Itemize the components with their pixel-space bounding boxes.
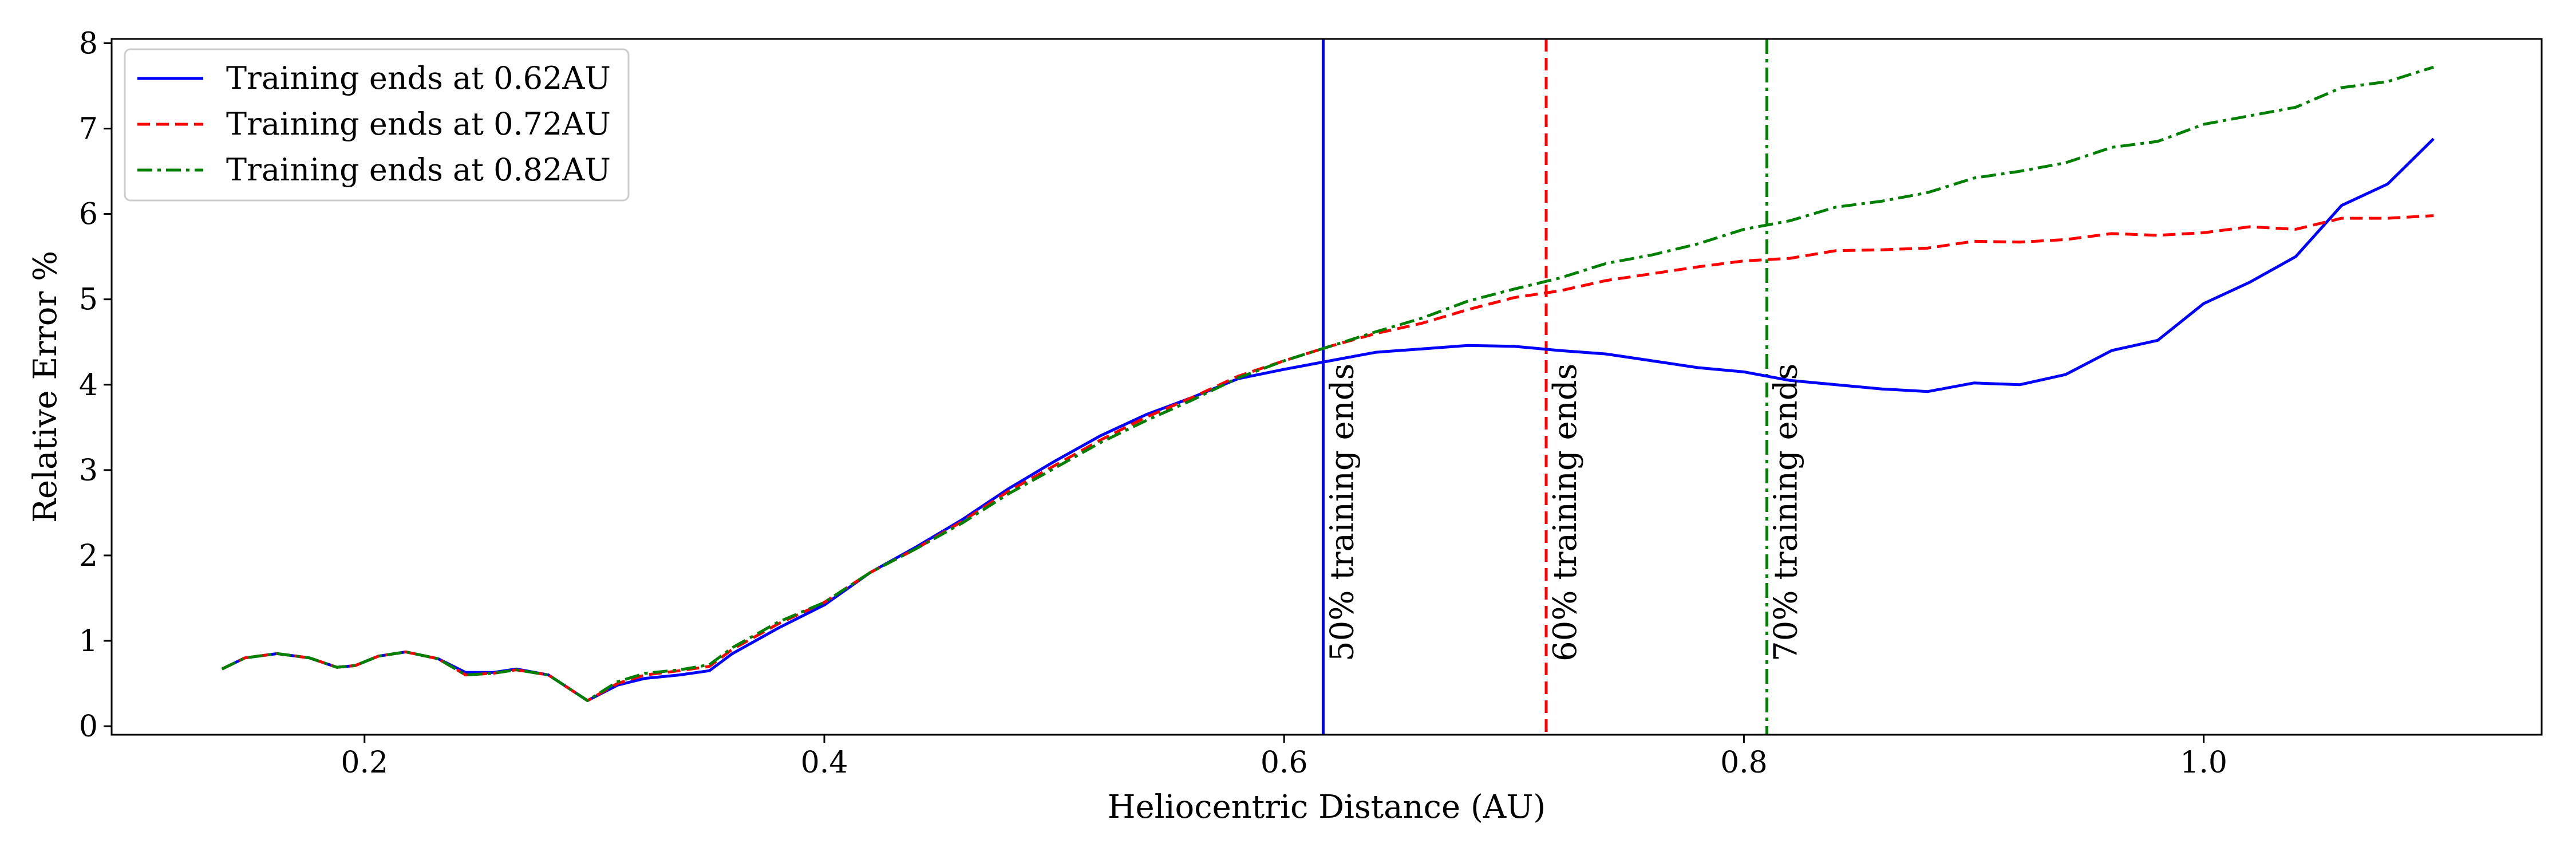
series-line-2 <box>221 214 2434 702</box>
y-tick-label: 6 <box>79 198 98 232</box>
x-tick-label: 0.2 <box>341 746 388 780</box>
y-axis-ticks: 0 1 2 3 4 5 6 7 8 <box>79 26 112 744</box>
y-tick-label: 0 <box>79 710 98 744</box>
x-axis-ticks: 0.2 0.4 0.6 0.8 1.0 <box>341 735 2227 780</box>
plot-area-frame <box>110 38 2543 736</box>
legend-entry-2: Training ends at 0.72AU <box>226 106 611 142</box>
x-tick-label: 0.8 <box>1720 746 1768 780</box>
annotation-label-2: 60% training ends <box>1547 364 1584 661</box>
y-tick-label: 1 <box>79 624 98 659</box>
legend-entry-3: Training ends at 0.82AU <box>226 152 611 188</box>
x-axis-label: Heliocentric Distance (AU) <box>1108 789 1546 826</box>
annotation-label-1: 50% training ends <box>1323 364 1361 661</box>
x-tick-label: 1.0 <box>2180 746 2227 780</box>
annotation-label-3: 70% training ends <box>1768 364 1805 661</box>
y-tick-label: 8 <box>79 26 98 61</box>
y-tick-label: 3 <box>79 454 98 488</box>
y-tick-label: 7 <box>79 112 98 147</box>
x-tick-label: 0.4 <box>801 746 848 780</box>
y-tick-label: 2 <box>79 539 98 573</box>
vertical-lines-layer <box>1321 39 1769 735</box>
legend-box <box>124 48 630 202</box>
annotations-layer: 50% training ends 60% training ends 70% tr… <box>1323 364 1804 661</box>
x-tick-label: 0.6 <box>1261 746 1308 780</box>
series-line-3 <box>221 65 2434 702</box>
y-tick-label: 4 <box>79 368 98 403</box>
y-tick-label: 5 <box>79 283 98 317</box>
series-layer <box>221 65 2435 702</box>
y-axis-label: Relative Error % <box>27 251 64 523</box>
legend: Training ends at 0.62AU Training ends at … <box>124 48 630 202</box>
legend-entry-1: Training ends at 0.62AU <box>226 60 611 96</box>
